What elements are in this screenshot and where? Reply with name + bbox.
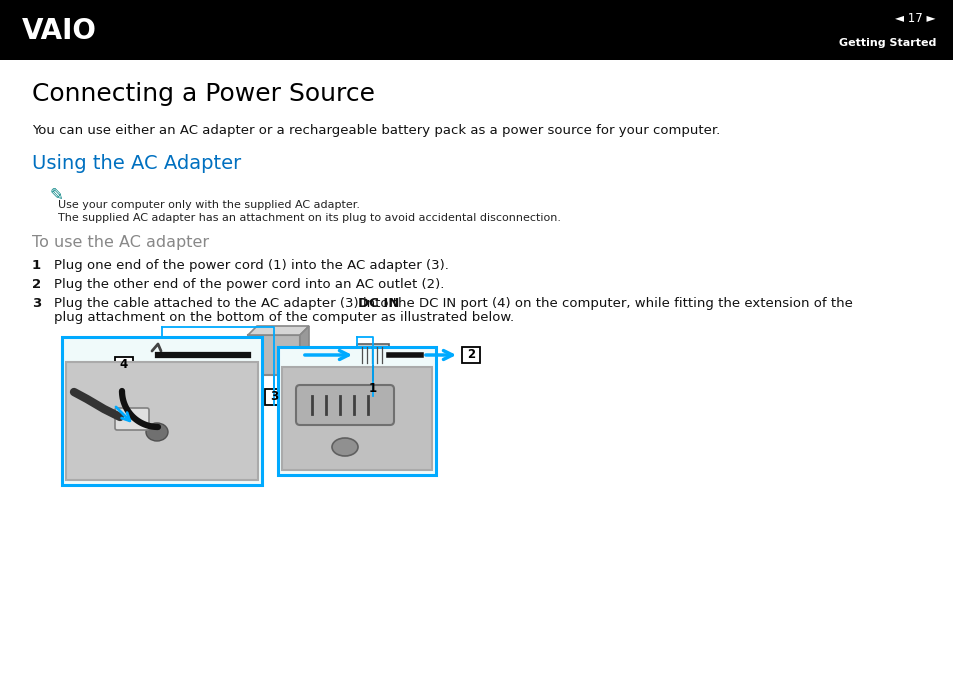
Bar xyxy=(0,0,953,60)
Polygon shape xyxy=(248,326,309,335)
Text: 1: 1 xyxy=(369,381,376,394)
Bar xyxy=(248,335,299,375)
Text: ✎: ✎ xyxy=(50,186,64,204)
Bar xyxy=(115,357,132,373)
Ellipse shape xyxy=(332,438,357,456)
Text: The supplied AC adapter has an attachment on its plug to avoid accidental discon: The supplied AC adapter has an attachmen… xyxy=(58,213,560,223)
Text: 2: 2 xyxy=(32,278,41,291)
Text: Plug the cable attached to the AC adapter (3) into the DC IN port (4) on the com: Plug the cable attached to the AC adapte… xyxy=(54,297,852,310)
Text: 3: 3 xyxy=(270,390,277,404)
Text: You can use either an AC adapter or a rechargeable battery pack as a power sourc: You can use either an AC adapter or a re… xyxy=(32,124,720,137)
FancyBboxPatch shape xyxy=(295,385,394,425)
Bar xyxy=(356,344,389,366)
Text: 1: 1 xyxy=(32,259,41,272)
Text: 3: 3 xyxy=(32,297,41,310)
Text: Use your computer only with the supplied AC adapter.: Use your computer only with the supplied… xyxy=(58,200,359,210)
Bar xyxy=(282,367,432,470)
Polygon shape xyxy=(299,326,309,375)
Text: Using the AC Adapter: Using the AC Adapter xyxy=(32,154,241,173)
Text: Plug the other end of the power cord into an AC outlet (2).: Plug the other end of the power cord int… xyxy=(54,278,444,291)
Text: Connecting a Power Source: Connecting a Power Source xyxy=(32,82,375,106)
Bar xyxy=(277,347,436,475)
Text: plug attachment on the bottom of the computer as illustrated below.: plug attachment on the bottom of the com… xyxy=(54,311,514,324)
Bar xyxy=(364,380,381,396)
Text: Plug one end of the power cord (1) into the AC adapter (3).: Plug one end of the power cord (1) into … xyxy=(54,259,449,272)
Text: 2: 2 xyxy=(466,348,475,361)
Text: VAIO: VAIO xyxy=(22,18,97,45)
Bar xyxy=(461,347,479,363)
Bar xyxy=(265,389,283,405)
FancyBboxPatch shape xyxy=(115,408,149,430)
Text: To use the AC adapter: To use the AC adapter xyxy=(32,235,209,250)
Text: Getting Started: Getting Started xyxy=(838,38,935,49)
Text: ◄ 17 ►: ◄ 17 ► xyxy=(895,11,935,24)
Bar xyxy=(66,362,257,480)
Ellipse shape xyxy=(146,423,168,441)
Text: 4: 4 xyxy=(120,359,128,371)
Bar xyxy=(62,337,262,485)
Text: DC IN: DC IN xyxy=(357,297,398,310)
